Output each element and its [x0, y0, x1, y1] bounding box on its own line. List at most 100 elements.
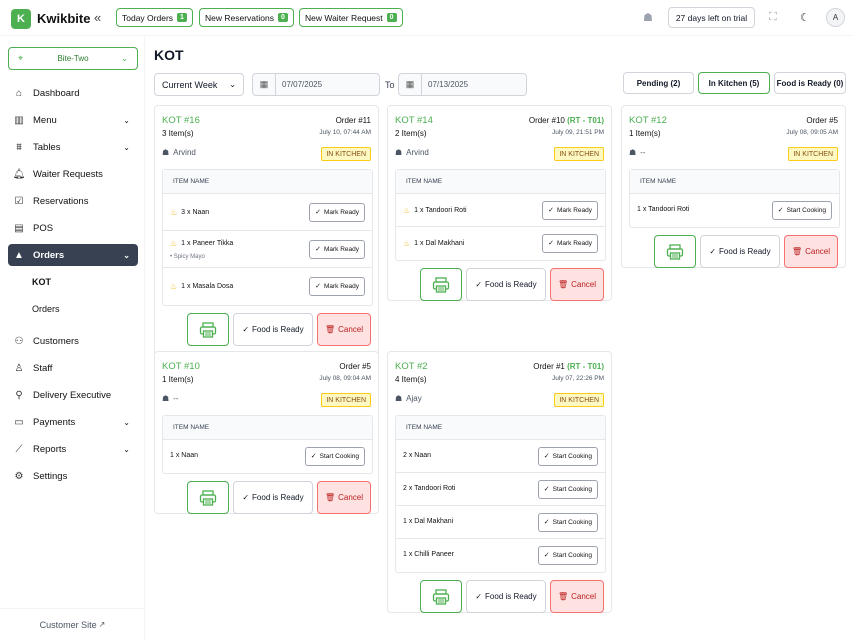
cancel-button[interactable]: 🗑︎ Cancel: [550, 268, 604, 301]
kot-card: KOT #2 Order #1 (RT - T01) 4 Item(s) July 0…: [387, 351, 612, 613]
cancel-button[interactable]: 🗑︎ Cancel: [317, 313, 371, 346]
date-from-input[interactable]: ▦ 07/07/2025: [252, 73, 380, 96]
sidebar-item-delivery-executive[interactable]: ⚲ Delivery Executive: [8, 384, 138, 406]
start-cooking-button[interactable]: ✓ Start Cooking: [537, 479, 598, 499]
kot-id[interactable]: KOT #16: [162, 115, 200, 126]
avatar[interactable]: A: [826, 8, 845, 27]
cancel-button[interactable]: 🗑︎ Cancel: [550, 580, 604, 613]
sidebar-item-dashboard[interactable]: ⌂ Dashboard: [8, 82, 138, 104]
kot-id[interactable]: KOT #2: [395, 361, 428, 372]
table-header: ITEM NAME: [630, 170, 839, 194]
kot-id[interactable]: KOT #10: [162, 361, 200, 372]
food-is-ready-button[interactable]: ✓ Food is Ready: [466, 580, 546, 613]
period-select[interactable]: Current Week ⌄: [154, 73, 244, 96]
customer-site-link[interactable]: Customer Site ↗: [0, 608, 145, 640]
print-button[interactable]: [187, 481, 229, 514]
food-is-ready-button[interactable]: ✓ Food is Ready: [700, 235, 780, 268]
trash-icon: 🗑︎: [557, 280, 569, 289]
fullscreen-icon[interactable]: ⛶: [769, 11, 777, 23]
dark-mode-icon[interactable]: ☾: [800, 12, 810, 24]
table-label: (RT - T01): [567, 362, 604, 371]
mark-ready-button[interactable]: ✓ Mark Ready: [542, 200, 598, 220]
sidebar-item-label: Settings: [33, 470, 68, 482]
cooking-icon: ♨: [170, 281, 178, 291]
tab-in-kitchen[interactable]: In Kitchen (5): [698, 72, 770, 94]
cancel-button[interactable]: 🗑︎ Cancel: [784, 235, 838, 268]
waiter-info: ☗ --: [629, 148, 646, 157]
sidebar-item-tables[interactable]: ⩩ Tables ⌄: [8, 136, 138, 158]
item-name-text: 1 x Dal Makhani: [403, 517, 454, 525]
brand-name[interactable]: Kwikbite: [37, 11, 91, 26]
trial-button[interactable]: 27 days left on trial: [668, 7, 755, 28]
check-circle-icon: ✓: [475, 280, 483, 289]
waiter-name: Arvind: [173, 148, 196, 157]
cancel-label: Cancel: [571, 280, 597, 289]
print-button[interactable]: [420, 268, 462, 301]
print-button[interactable]: [420, 580, 462, 613]
mark-ready-button[interactable]: ✓ Mark Ready: [309, 276, 365, 296]
mark-ready-button[interactable]: ✓ Mark Ready: [542, 233, 598, 253]
new-reservations-button[interactable]: New Reservations 0: [199, 8, 294, 27]
sidebar-item-pos[interactable]: ▤ POS: [8, 217, 138, 239]
sidebar-item-settings[interactable]: ⚙ Settings: [8, 465, 138, 487]
table-row: 1 x Chilli Paneer ✓ Start Cooking: [396, 539, 605, 572]
cancel-button[interactable]: 🗑︎ Cancel: [317, 481, 371, 514]
sidebar-item-label: Delivery Executive: [33, 389, 112, 401]
orders-icon: ▲: [14, 249, 24, 261]
kot-card: KOT #10 Order #5 1 Item(s) July 08, 09:04 A…: [154, 351, 379, 514]
branch-selector[interactable]: ⌖ Bite-Two ⌄: [8, 47, 138, 70]
item-name-text: 1 x Dal Makhani: [414, 239, 465, 247]
sidebar-item-staff[interactable]: ♙ Staff: [8, 357, 138, 379]
today-orders-button[interactable]: Today Orders 1: [116, 8, 193, 27]
sidebar-item-customers[interactable]: ⚇ Customers: [8, 330, 138, 352]
waiter-name: --: [173, 394, 179, 403]
action-label: Mark Ready: [323, 245, 359, 253]
food-is-ready-button[interactable]: ✓ Food is Ready: [466, 268, 546, 301]
food-is-ready-button[interactable]: ✓ Food is Ready: [233, 481, 313, 514]
cooking-icon: ♨: [170, 207, 178, 217]
start-cooking-button[interactable]: ✓ Start Cooking: [537, 446, 598, 466]
sidebar-item-label: Orders: [33, 249, 65, 261]
sidebar-item-menu[interactable]: ▥ Menu ⌄: [8, 109, 138, 131]
new-waiter-request-button[interactable]: New Waiter Request 0: [299, 8, 403, 27]
kwikbite-logo-icon[interactable]: K: [11, 9, 31, 29]
sidebar-subitem-kot[interactable]: KOT: [32, 277, 51, 287]
cooking-icon: ♨: [403, 205, 411, 215]
table-icon: ⩩: [16, 141, 22, 153]
users-icon: ⚇: [14, 335, 24, 347]
table-row: ♨ 1 x Masala Dosa ✓ Mark Ready: [163, 268, 372, 305]
collapse-sidebar-icon[interactable]: «: [94, 10, 102, 25]
date-to-input[interactable]: ▦ 07/13/2025: [398, 73, 527, 96]
kot-id[interactable]: KOT #12: [629, 115, 667, 126]
start-cooking-button[interactable]: ✓ Start Cooking: [537, 545, 598, 565]
sidebar-item-orders[interactable]: ▲ Orders ⌄: [8, 244, 138, 266]
printer-icon: [666, 243, 684, 260]
tab-pending[interactable]: Pending (2): [623, 72, 694, 94]
start-cooking-button[interactable]: ✓ Start Cooking: [537, 512, 598, 532]
cancel-label: Cancel: [805, 247, 831, 256]
food-is-ready-label: Food is Ready: [485, 280, 537, 289]
kot-id[interactable]: KOT #14: [395, 115, 433, 126]
sidebar-subitem-orders[interactable]: Orders: [32, 304, 60, 314]
print-button[interactable]: [654, 235, 696, 268]
sidebar-item-reports[interactable]: ⟋ Reports ⌄: [8, 438, 138, 460]
cancel-label: Cancel: [338, 325, 364, 334]
start-cooking-button[interactable]: ✓ Start Cooking: [771, 200, 832, 220]
sidebar-item-waiter-requests[interactable]: 🔔︎ Waiter Requests: [8, 163, 138, 185]
sidebar-item-reservations[interactable]: ☑ Reservations: [8, 190, 138, 212]
check-circle-icon: ✓: [777, 207, 784, 214]
status-badge: IN KITCHEN: [554, 147, 604, 161]
kot-card: KOT #14 Order #10 (RT - T01) 2 Item(s) July…: [387, 105, 612, 301]
today-orders-label: Today Orders: [122, 12, 174, 23]
tab-food-is-ready[interactable]: Food is Ready (0): [774, 72, 846, 94]
chevron-down-icon: ⌄: [229, 80, 236, 89]
waiter-icon[interactable]: ☗: [643, 12, 653, 24]
mark-ready-button[interactable]: ✓ Mark Ready: [309, 202, 365, 222]
mark-ready-button[interactable]: ✓ Mark Ready: [309, 239, 365, 259]
action-label: Start Cooking: [786, 206, 826, 214]
print-button[interactable]: [187, 313, 229, 346]
sidebar-item-label: Menu: [33, 114, 57, 126]
start-cooking-button[interactable]: ✓ Start Cooking: [304, 446, 365, 466]
sidebar-item-payments[interactable]: ▭ Payments ⌄: [8, 411, 138, 433]
food-is-ready-button[interactable]: ✓ Food is Ready: [233, 313, 313, 346]
